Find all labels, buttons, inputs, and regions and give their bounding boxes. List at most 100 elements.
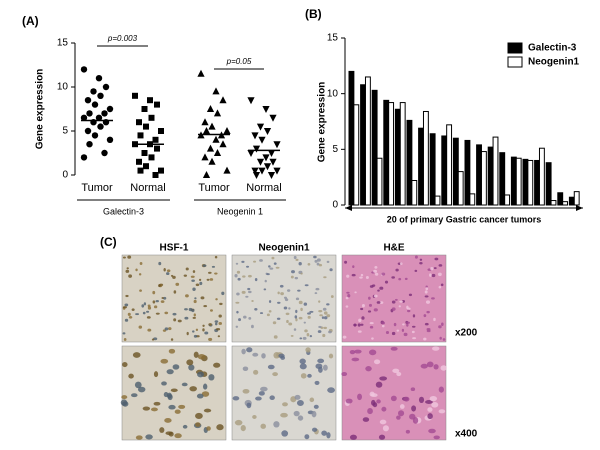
cell xyxy=(168,327,172,331)
cell xyxy=(360,323,364,326)
data-point xyxy=(251,167,259,175)
cell xyxy=(438,325,442,329)
cell xyxy=(395,268,399,272)
arrow-head xyxy=(345,205,352,211)
cell xyxy=(201,391,210,397)
bar xyxy=(457,171,464,206)
cell xyxy=(202,328,205,332)
cell xyxy=(193,299,197,304)
micrographs xyxy=(120,254,447,441)
data-point xyxy=(91,101,99,108)
cell xyxy=(428,428,436,434)
data-point xyxy=(273,167,281,175)
cell xyxy=(237,277,241,281)
data-point xyxy=(208,122,216,130)
cell xyxy=(303,321,306,324)
cell xyxy=(406,305,409,310)
cell xyxy=(153,305,158,309)
cell xyxy=(429,273,432,277)
cell xyxy=(391,331,396,336)
column-label: HSF-1 xyxy=(160,243,189,254)
cell xyxy=(141,304,145,308)
cell xyxy=(295,258,299,262)
data-point xyxy=(251,132,259,140)
cell xyxy=(326,303,330,306)
data-point xyxy=(197,69,205,77)
cell xyxy=(396,415,401,420)
cell xyxy=(135,268,138,272)
cell xyxy=(125,269,130,273)
legend-swatch xyxy=(507,56,523,68)
bar xyxy=(360,84,366,206)
cell xyxy=(346,291,350,294)
cell xyxy=(397,410,405,417)
data-point xyxy=(219,96,227,104)
cell xyxy=(277,291,280,295)
row-label: x400 xyxy=(455,429,478,440)
cell xyxy=(309,397,315,403)
data-point xyxy=(206,105,215,112)
cell xyxy=(321,316,325,319)
cell xyxy=(381,324,385,328)
y-tick-label: 0 xyxy=(62,170,68,181)
cell xyxy=(165,431,173,436)
data-point xyxy=(106,136,114,143)
bar xyxy=(515,157,522,206)
cell xyxy=(300,307,303,312)
cell xyxy=(159,427,165,433)
cell xyxy=(299,358,306,365)
cell xyxy=(341,372,348,377)
cell xyxy=(299,337,303,340)
x-tick-label: Normal xyxy=(246,182,281,194)
bar xyxy=(348,70,355,206)
bar xyxy=(557,192,564,206)
cell xyxy=(404,277,408,281)
cell xyxy=(191,279,195,282)
cell xyxy=(411,405,417,412)
cell xyxy=(241,260,245,263)
cell xyxy=(213,362,221,368)
cell xyxy=(326,314,331,318)
cell xyxy=(202,324,205,327)
cell xyxy=(323,316,328,320)
cell xyxy=(381,406,387,412)
cell xyxy=(178,404,186,409)
cell xyxy=(317,358,325,364)
cell xyxy=(373,359,381,365)
cell xyxy=(122,332,126,335)
cell xyxy=(152,290,156,295)
bar xyxy=(510,156,517,206)
cell xyxy=(278,353,285,358)
cell xyxy=(242,275,246,278)
data-point xyxy=(201,118,209,126)
cell xyxy=(440,365,447,371)
data-point xyxy=(132,92,138,99)
cell xyxy=(122,306,127,309)
data-point xyxy=(208,157,216,165)
bar xyxy=(406,119,413,206)
cell xyxy=(433,435,440,440)
cell xyxy=(411,325,416,328)
cell xyxy=(163,267,166,272)
cell xyxy=(288,307,291,310)
cell xyxy=(353,323,357,327)
cell xyxy=(158,261,162,266)
cell xyxy=(357,393,363,401)
data-point xyxy=(213,109,222,117)
data-point xyxy=(247,97,255,105)
cell xyxy=(298,316,303,320)
cell xyxy=(185,267,189,271)
cell xyxy=(128,373,134,379)
cell xyxy=(269,267,274,270)
cell xyxy=(371,337,374,340)
cell xyxy=(297,289,301,292)
cell xyxy=(209,278,214,281)
cell xyxy=(390,395,397,402)
column-label: Neogenin1 xyxy=(258,243,310,254)
cell xyxy=(160,358,169,364)
cell xyxy=(376,399,381,404)
cell xyxy=(261,353,266,359)
cell xyxy=(190,275,195,278)
data-point xyxy=(101,110,108,117)
data-point xyxy=(106,105,114,113)
